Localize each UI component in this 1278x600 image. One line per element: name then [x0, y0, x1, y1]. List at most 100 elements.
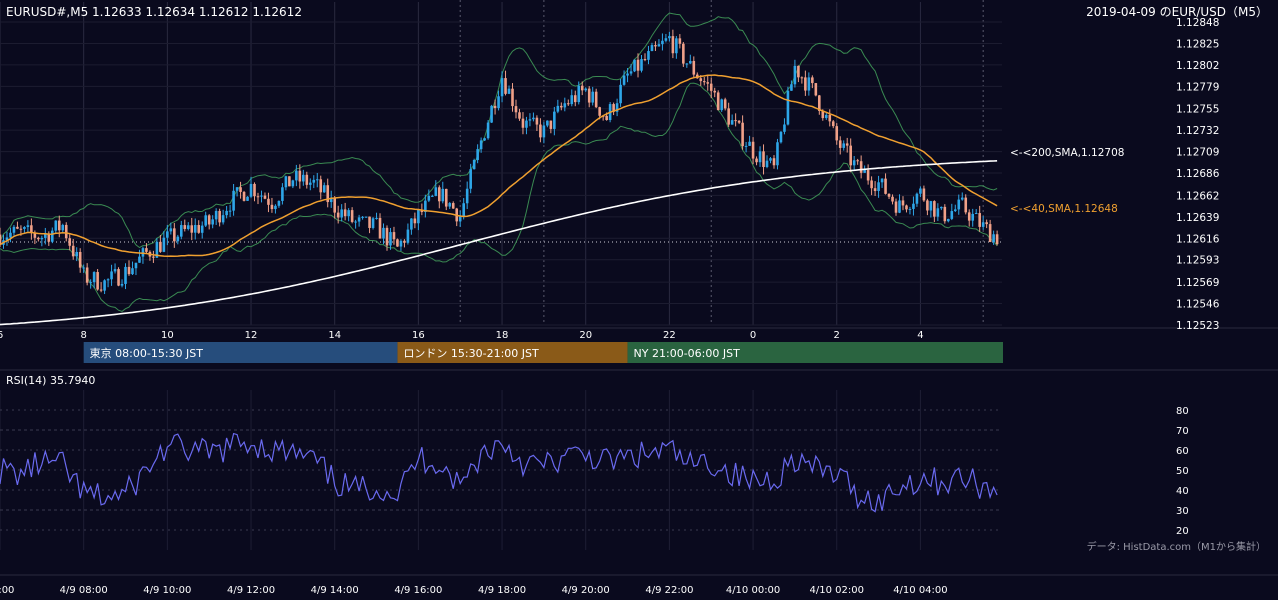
candle-body — [40, 237, 44, 240]
candle-body — [692, 60, 696, 75]
candle-body — [23, 227, 26, 229]
candle-body — [197, 225, 201, 233]
candle-body — [169, 228, 173, 232]
candle-body — [936, 208, 940, 217]
y-tick-label: 1.12779 — [1176, 81, 1219, 93]
candle-body — [113, 269, 117, 272]
candle-body — [905, 205, 908, 210]
candle-body — [44, 233, 47, 238]
sma200-label: <-<200,SMA,1.12708 — [1010, 147, 1124, 159]
candle-body — [525, 120, 528, 128]
candle-body — [336, 212, 340, 218]
bollinger-lower — [0, 82, 998, 312]
candle-body — [842, 143, 846, 148]
y-tick-label: 1.12825 — [1176, 38, 1219, 50]
candle-body — [179, 225, 183, 237]
candle-body — [392, 232, 396, 240]
candle-body — [744, 145, 748, 147]
rsi-y-tick-label: 60 — [1176, 446, 1189, 457]
candle-body — [953, 209, 957, 212]
candle-body — [640, 59, 643, 71]
candle-body — [636, 59, 640, 71]
candle-body — [573, 95, 577, 103]
candle-body — [612, 104, 615, 112]
candle-body — [727, 108, 730, 125]
candle-body — [504, 78, 507, 94]
candle-body — [790, 84, 793, 91]
y-tick-label: 1.12569 — [1176, 277, 1219, 289]
candle-body — [295, 170, 298, 181]
y-tick-label: 1.12593 — [1176, 255, 1219, 267]
source-note: データ: HistData.com（M1から集計） — [1087, 540, 1266, 553]
y-tick-label: 1.12802 — [1176, 60, 1219, 72]
candle-body — [50, 230, 54, 242]
candle-body — [382, 227, 385, 239]
candle-body — [190, 225, 194, 233]
candle-body — [9, 232, 12, 238]
y-tick-label: 1.12848 — [1176, 17, 1219, 29]
candle-body — [92, 272, 96, 283]
candle-body — [514, 106, 518, 113]
candle-body — [399, 240, 403, 247]
candle-body — [783, 124, 786, 132]
candle-body — [748, 141, 751, 146]
candle-body — [131, 268, 134, 275]
candle-body — [232, 190, 235, 211]
candle-body — [964, 197, 968, 213]
candle-body — [901, 200, 905, 206]
candle-body — [486, 122, 490, 139]
candle-body — [242, 191, 246, 201]
candle-body — [47, 233, 51, 242]
candle-body — [152, 256, 155, 258]
candle-body — [267, 198, 270, 205]
candle-body — [103, 280, 106, 291]
rsi-x-tick-label: 4/9 08:00 — [60, 585, 108, 596]
candle-body — [967, 212, 971, 221]
candle-body — [594, 91, 598, 108]
y-tick-label: 1.12662 — [1176, 190, 1219, 202]
rsi-y-tick-label: 40 — [1176, 486, 1189, 497]
candle-body — [204, 215, 207, 226]
chart-title: 2019-04-09 のEUR/USD（M5） — [1086, 5, 1268, 19]
candle-body — [992, 234, 995, 243]
rsi-label: RSI(14) 35.7940 — [6, 374, 95, 387]
candle-body — [643, 59, 647, 61]
candle-body — [884, 178, 887, 194]
candle-body — [312, 179, 316, 183]
candle-body — [361, 216, 364, 218]
candle-body — [542, 125, 546, 138]
candle-body — [75, 251, 79, 257]
candle-body — [824, 114, 828, 119]
symbol-quote: EURUSD#,M5 1.12633 1.12634 1.12612 1.126… — [6, 5, 302, 19]
candle-body — [82, 267, 85, 269]
candle-body — [37, 237, 40, 240]
candle-body — [329, 197, 333, 203]
candle-body — [940, 206, 943, 209]
x-tick-label: 2 — [834, 330, 840, 341]
candle-body — [235, 187, 239, 191]
candle-body — [462, 203, 465, 217]
candle-body — [828, 114, 832, 122]
candle-body — [288, 176, 291, 187]
candle-body — [926, 200, 929, 211]
candle-body — [786, 90, 790, 125]
candle-body — [985, 222, 988, 225]
rsi-x-tick-label: 4/10 02:00 — [810, 585, 864, 596]
candle-body — [281, 187, 284, 201]
candle-body — [797, 65, 800, 78]
candle-body — [431, 195, 434, 197]
candle-body — [378, 217, 382, 239]
candle-body — [675, 38, 678, 54]
candle-body — [214, 210, 218, 220]
candlesticks — [0, 29, 999, 295]
candle-body — [340, 209, 343, 218]
candle-body — [424, 200, 427, 213]
candle-body — [497, 96, 500, 109]
candle-body — [12, 226, 16, 233]
candle-body — [831, 121, 835, 127]
candle-body — [343, 209, 347, 217]
candle-body — [511, 88, 514, 107]
candle-body — [912, 203, 915, 209]
